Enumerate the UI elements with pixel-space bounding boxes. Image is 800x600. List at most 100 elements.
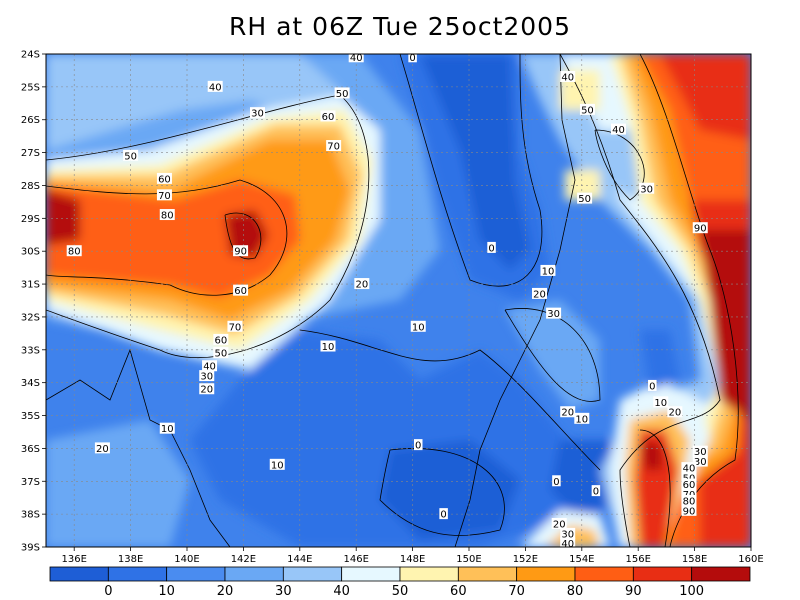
- contour-label-text: 90: [694, 224, 707, 235]
- x-tick-label: 146E: [343, 554, 368, 565]
- x-tick-label: 150E: [456, 554, 481, 565]
- x-tick-label: 152E: [513, 554, 538, 565]
- contour-label-bg: [156, 172, 172, 184]
- y-tick-label: 38S: [21, 510, 40, 521]
- contour-label-text: 40: [612, 125, 625, 136]
- contour-label-bg: [227, 320, 243, 332]
- y-tick-label: 37S: [21, 477, 40, 488]
- contour-label-bg: [591, 485, 601, 497]
- contour-label: 40: [207, 80, 223, 93]
- contour-label: 50: [579, 103, 595, 116]
- contour-label-bg: [560, 537, 576, 547]
- contour-label-bg: [123, 149, 139, 161]
- contour-label-bg: [348, 54, 364, 63]
- contour-label: 0: [552, 475, 561, 488]
- contour-label-text: 60: [234, 286, 247, 297]
- contour-label-bg: [326, 140, 342, 152]
- contour-label-bg: [94, 442, 110, 454]
- contour-label-text: 80: [68, 247, 81, 258]
- x-tick-label: 148E: [400, 554, 425, 565]
- contour-label-text: 0: [409, 53, 415, 64]
- y-tick-label: 34S: [21, 378, 40, 389]
- contour-label-text: 40: [350, 53, 363, 64]
- contour-label-text: 40: [683, 464, 696, 475]
- contour-label: 50: [577, 192, 593, 205]
- map-title: RH at 06Z Tue 25oct2005: [229, 12, 571, 41]
- contour-label: 10: [269, 458, 285, 471]
- contour-label: 70: [326, 140, 342, 153]
- contour-label-bg: [202, 360, 218, 372]
- contour-label-bg: [320, 340, 336, 352]
- contour-label-text: 0: [488, 243, 494, 254]
- contour-label-bg: [560, 71, 576, 83]
- y-tick-label: 26S: [21, 115, 40, 126]
- contour-label-text: 30: [561, 529, 574, 540]
- contour-label-text: 40: [561, 539, 574, 550]
- y-tick-label: 36S: [21, 444, 40, 455]
- contour-label-text: 90: [234, 247, 247, 258]
- contour-label-text: 40: [209, 82, 222, 93]
- contour-label-text: 10: [161, 424, 174, 435]
- contour-label-bg: [681, 478, 697, 490]
- contour-label: 0: [591, 485, 601, 498]
- contour-label: 90: [233, 245, 249, 258]
- contour-label-text: 20: [561, 408, 574, 419]
- contour-label: 10: [159, 422, 175, 435]
- x-axis-ticks: 136E 138E 140E 142E 144E 146E 148E 150E 152E 154E…: [61, 547, 764, 565]
- y-tick-label: 32S: [21, 312, 40, 323]
- contour-label-bg: [159, 422, 175, 434]
- colorbar-swatch: [457, 566, 518, 582]
- contour-label-text: 20: [96, 444, 109, 455]
- contour-label-text: 50: [124, 151, 137, 162]
- colorbar-swatch: [224, 566, 284, 582]
- contour-label-bg: [199, 383, 215, 395]
- contour-label-bg: [439, 508, 448, 520]
- contour-label-bg: [213, 347, 229, 359]
- contour-label-bg: [681, 504, 697, 516]
- contour-label-bg: [159, 209, 175, 221]
- contour-label-bg: [560, 527, 576, 539]
- contour-label-bg: [199, 370, 215, 382]
- contour-label-text: 80: [161, 211, 174, 222]
- colorbar-swatch: [282, 566, 343, 582]
- y-tick-label: 28S: [21, 181, 40, 192]
- contour-label: 10: [653, 396, 669, 409]
- contour-label-text: 50: [336, 89, 349, 100]
- contour-label: 40: [202, 360, 218, 373]
- contour-label-bg: [233, 245, 249, 257]
- contour-label: 40: [681, 462, 697, 475]
- contour-label: 20: [199, 383, 215, 396]
- x-tick-label: 158E: [682, 554, 707, 565]
- contour-label-text: 10: [412, 322, 425, 333]
- contour-label: 0: [413, 439, 423, 452]
- contour-label: 20: [532, 287, 547, 300]
- contour-label-bg: [207, 80, 223, 92]
- colorbar-swatch: [166, 566, 226, 582]
- y-tick-label: 27S: [21, 148, 40, 159]
- colorbar-label: 50: [392, 584, 409, 599]
- contour-label: 10: [410, 320, 426, 333]
- contour-label-bg: [577, 192, 593, 204]
- contour-label: 40: [348, 53, 364, 64]
- colorbar-swatch: [632, 566, 693, 582]
- contour-label-bg: [487, 241, 496, 253]
- colorbar-swatch: [49, 566, 109, 582]
- contour-label-bg: [66, 245, 82, 257]
- contour-label-bg: [354, 278, 370, 290]
- contour-label: 20: [560, 406, 576, 419]
- contour-label: 90: [681, 504, 697, 517]
- contour-label: 50: [213, 347, 229, 360]
- contour-label: 80: [681, 494, 697, 507]
- contour-label: 60: [213, 333, 229, 346]
- colorbar-label: 30: [275, 584, 292, 599]
- contour-label-text: 30: [640, 184, 653, 195]
- colorbar-label: 90: [625, 584, 642, 599]
- x-tick-label: 140E: [174, 554, 199, 565]
- y-tick-label: 31S: [21, 280, 40, 291]
- contour-label: 70: [156, 189, 172, 202]
- contour-label: 0: [487, 241, 496, 254]
- contour-label-text: 20: [553, 519, 566, 530]
- colorbar-swatch: [574, 566, 634, 582]
- contour-label: 40: [610, 123, 626, 136]
